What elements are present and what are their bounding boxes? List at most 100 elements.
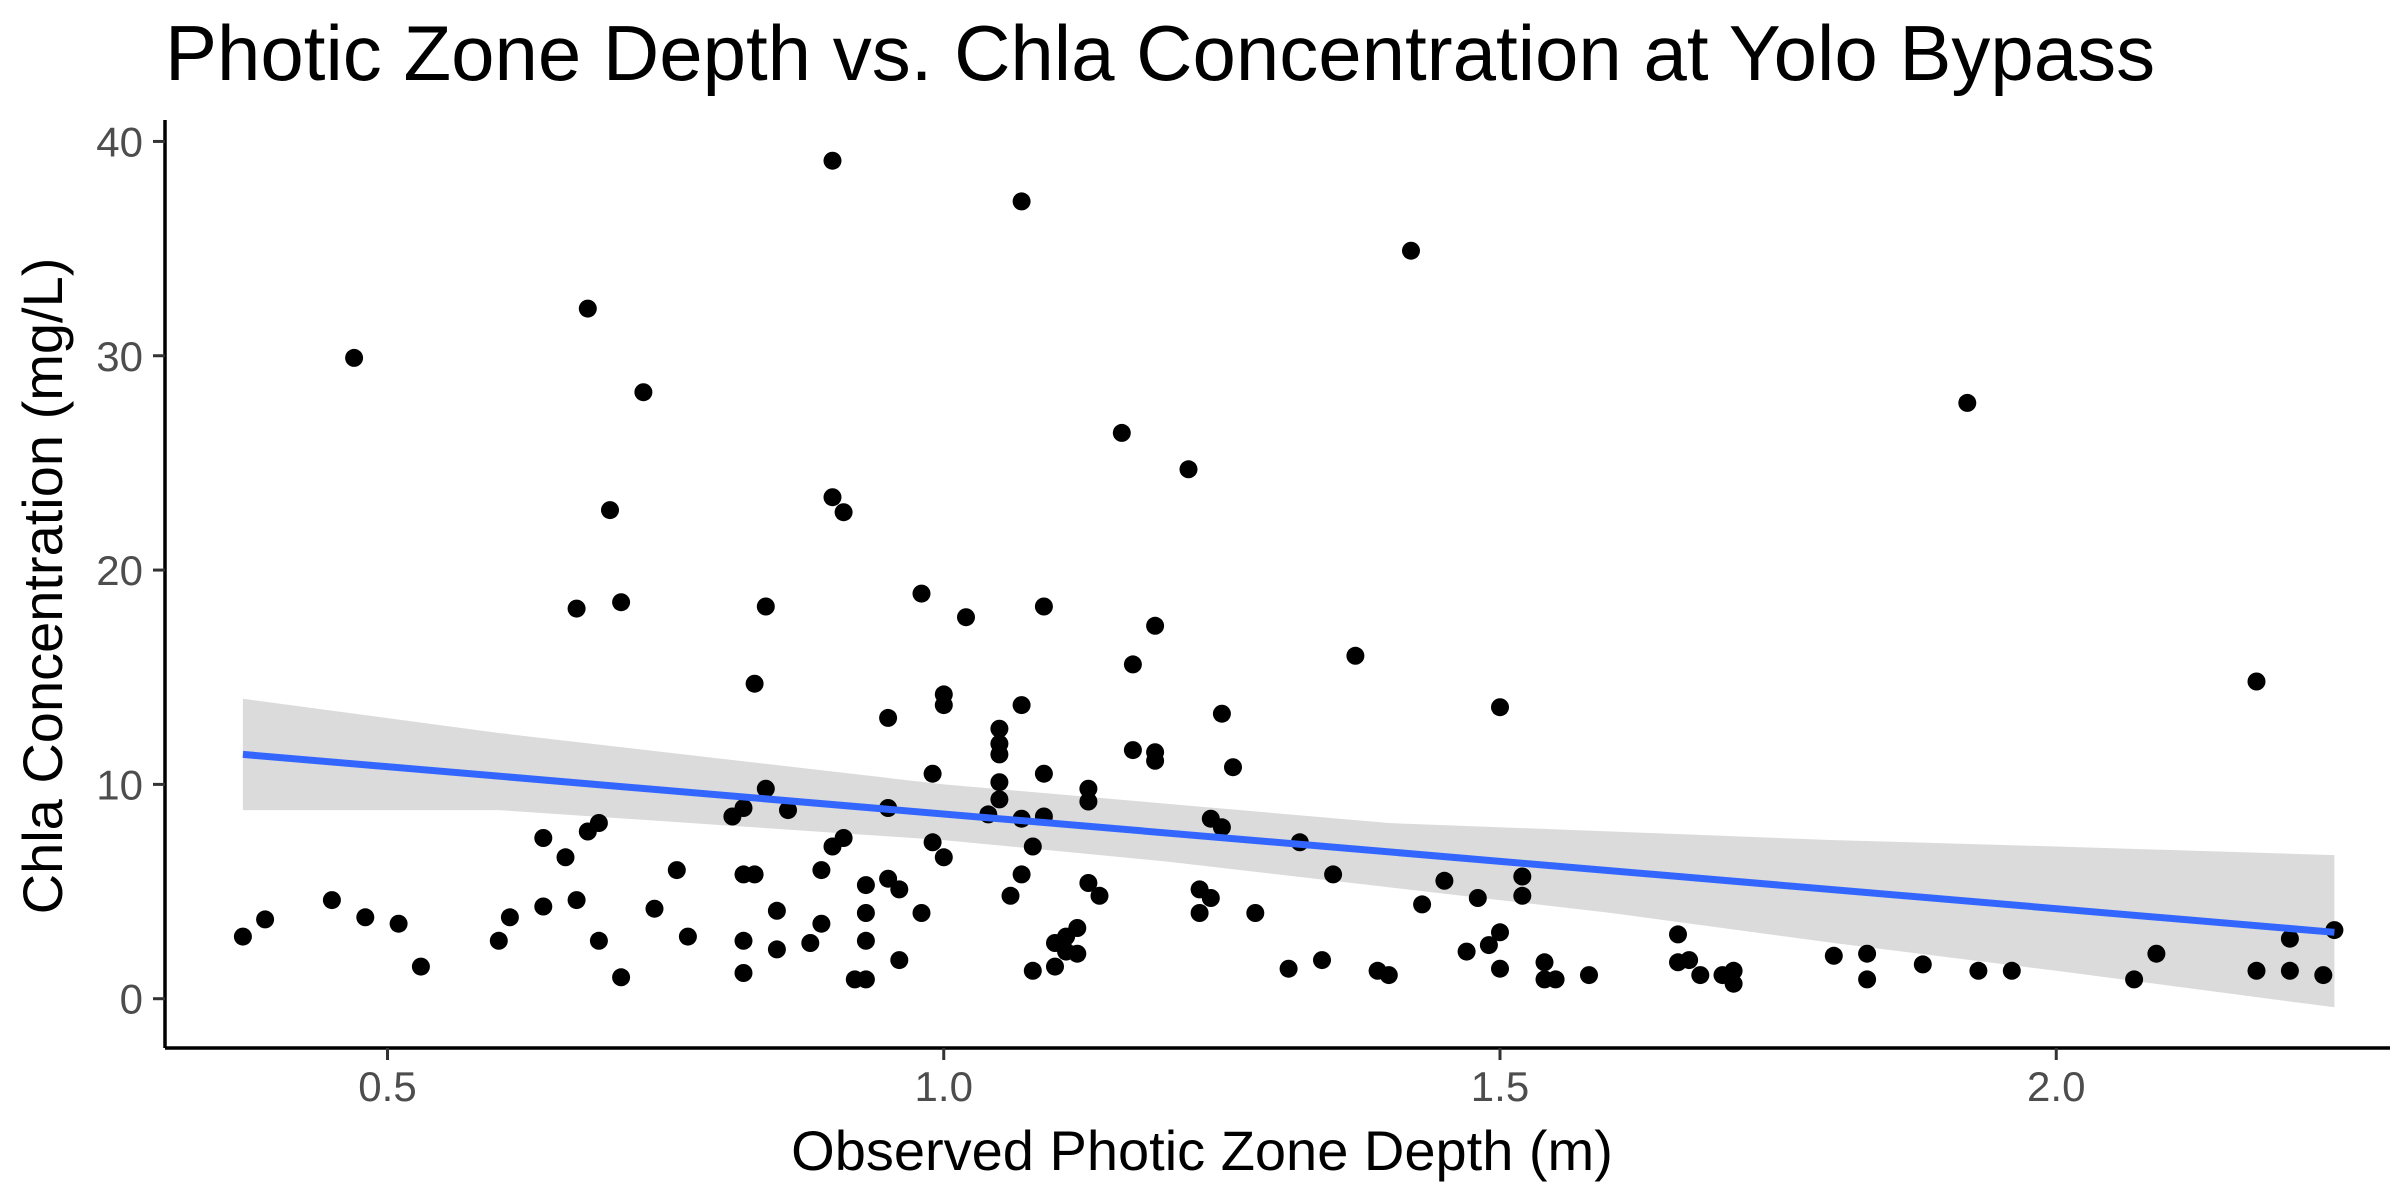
data-point bbox=[612, 968, 631, 987]
data-point bbox=[834, 829, 853, 847]
data-point bbox=[1402, 241, 1420, 260]
data-point bbox=[1001, 886, 1020, 905]
data-point bbox=[534, 897, 553, 916]
data-point bbox=[411, 957, 430, 976]
data-point bbox=[1023, 961, 1042, 980]
data-point bbox=[1034, 764, 1053, 783]
x-axis-title: Observed Photic Zone Depth (m) bbox=[791, 1119, 1613, 1182]
data-point bbox=[1068, 944, 1087, 963]
data-point bbox=[1680, 951, 1699, 970]
data-point bbox=[734, 964, 753, 982]
data-point bbox=[1079, 792, 1098, 811]
data-point bbox=[1146, 616, 1165, 635]
data-point bbox=[678, 927, 697, 946]
data-point bbox=[990, 790, 1009, 809]
data-point bbox=[1435, 871, 1454, 890]
data-point bbox=[1491, 959, 1509, 978]
data-point bbox=[1379, 966, 1398, 985]
data-point bbox=[1112, 423, 1131, 442]
y-tick-label: 20 bbox=[96, 547, 143, 594]
data-point bbox=[957, 608, 975, 627]
data-point bbox=[923, 833, 942, 852]
confidence-band-layer bbox=[242, 698, 2335, 1008]
data-point bbox=[823, 151, 842, 170]
data-point bbox=[1858, 970, 1877, 989]
data-point bbox=[345, 348, 364, 367]
data-point bbox=[1324, 865, 1343, 884]
data-point bbox=[233, 927, 252, 946]
data-point bbox=[589, 814, 608, 832]
data-point bbox=[1479, 936, 1498, 955]
data-point bbox=[2314, 966, 2333, 985]
data-point bbox=[756, 779, 775, 798]
data-point bbox=[990, 719, 1009, 738]
data-point bbox=[890, 880, 909, 899]
data-point bbox=[1491, 698, 1509, 717]
data-point bbox=[1023, 837, 1042, 856]
data-point bbox=[1190, 904, 1209, 922]
data-point bbox=[1146, 751, 1165, 770]
y-tick-label: 0 bbox=[120, 976, 143, 1023]
data-point bbox=[856, 970, 875, 989]
data-point bbox=[534, 829, 553, 847]
data-point bbox=[1034, 597, 1053, 616]
data-point bbox=[634, 383, 653, 402]
data-point bbox=[601, 501, 619, 520]
data-point bbox=[801, 934, 820, 952]
data-point bbox=[2247, 672, 2266, 691]
data-point bbox=[1123, 655, 1142, 674]
data-point bbox=[990, 745, 1009, 764]
data-point bbox=[1824, 946, 1843, 965]
data-point bbox=[1457, 942, 1476, 961]
data-point bbox=[1090, 886, 1109, 905]
data-point bbox=[645, 899, 664, 918]
data-point bbox=[912, 584, 931, 603]
data-point bbox=[734, 931, 753, 950]
trend-line-layer bbox=[242, 750, 2335, 936]
x-tick-label: 1.5 bbox=[1471, 1063, 1529, 1110]
data-point bbox=[2280, 961, 2299, 980]
data-point bbox=[745, 674, 764, 693]
data-point bbox=[890, 951, 909, 970]
data-point bbox=[1079, 874, 1098, 892]
data-point bbox=[1958, 393, 1977, 412]
data-point bbox=[1513, 886, 1532, 905]
data-point bbox=[1913, 955, 1932, 974]
data-point bbox=[1724, 974, 1743, 993]
data-point bbox=[823, 488, 842, 507]
data-point bbox=[389, 914, 408, 933]
data-point bbox=[2125, 970, 2144, 989]
data-point bbox=[2002, 961, 2021, 980]
data-point bbox=[2280, 929, 2299, 948]
data-point bbox=[556, 848, 575, 867]
data-point bbox=[856, 876, 875, 895]
data-point bbox=[1012, 192, 1031, 211]
data-point bbox=[1068, 919, 1087, 937]
data-point bbox=[1535, 953, 1554, 972]
data-point bbox=[912, 904, 931, 922]
data-point bbox=[589, 931, 608, 950]
data-point bbox=[578, 299, 597, 318]
data-point bbox=[734, 799, 753, 817]
data-point bbox=[934, 696, 953, 715]
data-point bbox=[567, 599, 586, 618]
data-point bbox=[1580, 966, 1598, 985]
data-point bbox=[1468, 889, 1487, 907]
data-point bbox=[1858, 944, 1877, 963]
y-tick-label: 30 bbox=[96, 333, 143, 380]
data-point bbox=[1669, 925, 1687, 944]
confidence-band bbox=[242, 698, 2335, 1008]
data-point bbox=[1212, 704, 1231, 723]
data-point bbox=[1969, 961, 1988, 980]
data-point bbox=[856, 931, 875, 950]
data-point bbox=[1012, 865, 1031, 884]
data-point bbox=[667, 861, 686, 880]
data-point bbox=[356, 908, 375, 927]
data-point bbox=[923, 764, 942, 783]
y-tick-label: 10 bbox=[96, 761, 143, 808]
data-point bbox=[1012, 696, 1031, 715]
data-point bbox=[1724, 961, 1743, 980]
data-point bbox=[767, 940, 786, 959]
data-point bbox=[322, 891, 341, 910]
